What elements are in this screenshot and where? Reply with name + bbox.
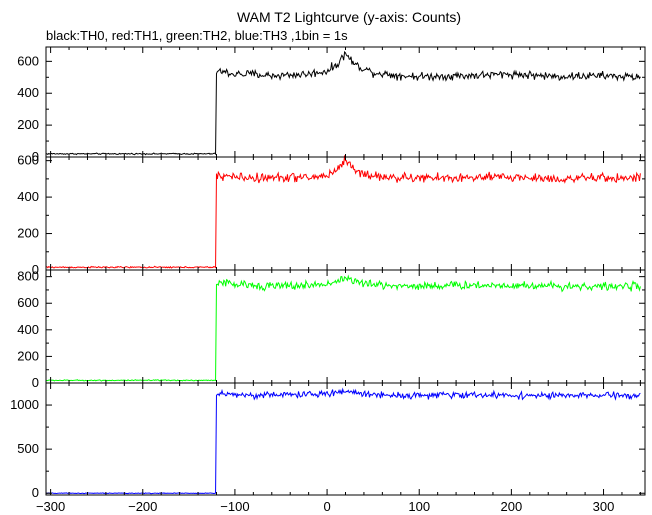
x-tick-label: −300 (36, 499, 65, 514)
x-tick-label: 100 (408, 499, 430, 514)
y-tick-label: 200 (17, 348, 39, 363)
y-tick-label: 0 (32, 149, 39, 164)
y-tick-label: 0 (32, 375, 39, 390)
y-tick-label: 400 (17, 322, 39, 337)
chart-title: WAM T2 Lightcurve (y-axis: Counts) (237, 9, 461, 25)
y-tick-label: 600 (17, 53, 39, 68)
y-tick-label: 400 (17, 85, 39, 100)
x-tick-label: −200 (128, 499, 157, 514)
y-tick-label: 200 (17, 226, 39, 241)
x-tick-label: 200 (501, 499, 523, 514)
y-tick-label: 1000 (10, 397, 39, 412)
x-tick-label: 300 (593, 499, 615, 514)
series-line-th3: TH3 (45, 387, 641, 495)
panel-th3: TH3 0 500 1000 (10, 382, 646, 500)
y-tick-label: 600 (17, 153, 39, 168)
y-tick-label: 400 (17, 189, 39, 204)
y-tick-label: 500 (17, 441, 39, 456)
y-tick-label: 600 (17, 295, 39, 310)
x-tick-label: −100 (220, 499, 249, 514)
y-tick-label: 0 (32, 262, 39, 277)
series-line-th0: TH0 (45, 50, 641, 156)
y-tick-label: 200 (17, 117, 39, 132)
x-axis: −300 −200 −100 0 100 200 300 (36, 47, 641, 514)
chart-subtitle: black:TH0, red:TH1, green:TH2, blue:TH3 … (46, 28, 348, 43)
y-tick-label: 0 (32, 485, 39, 500)
y-tick-label: 800 (17, 269, 39, 284)
series-line-th1: TH1 (45, 155, 641, 269)
x-tick-label: 0 (323, 499, 330, 514)
series-line-th2: TH2 (45, 274, 641, 382)
